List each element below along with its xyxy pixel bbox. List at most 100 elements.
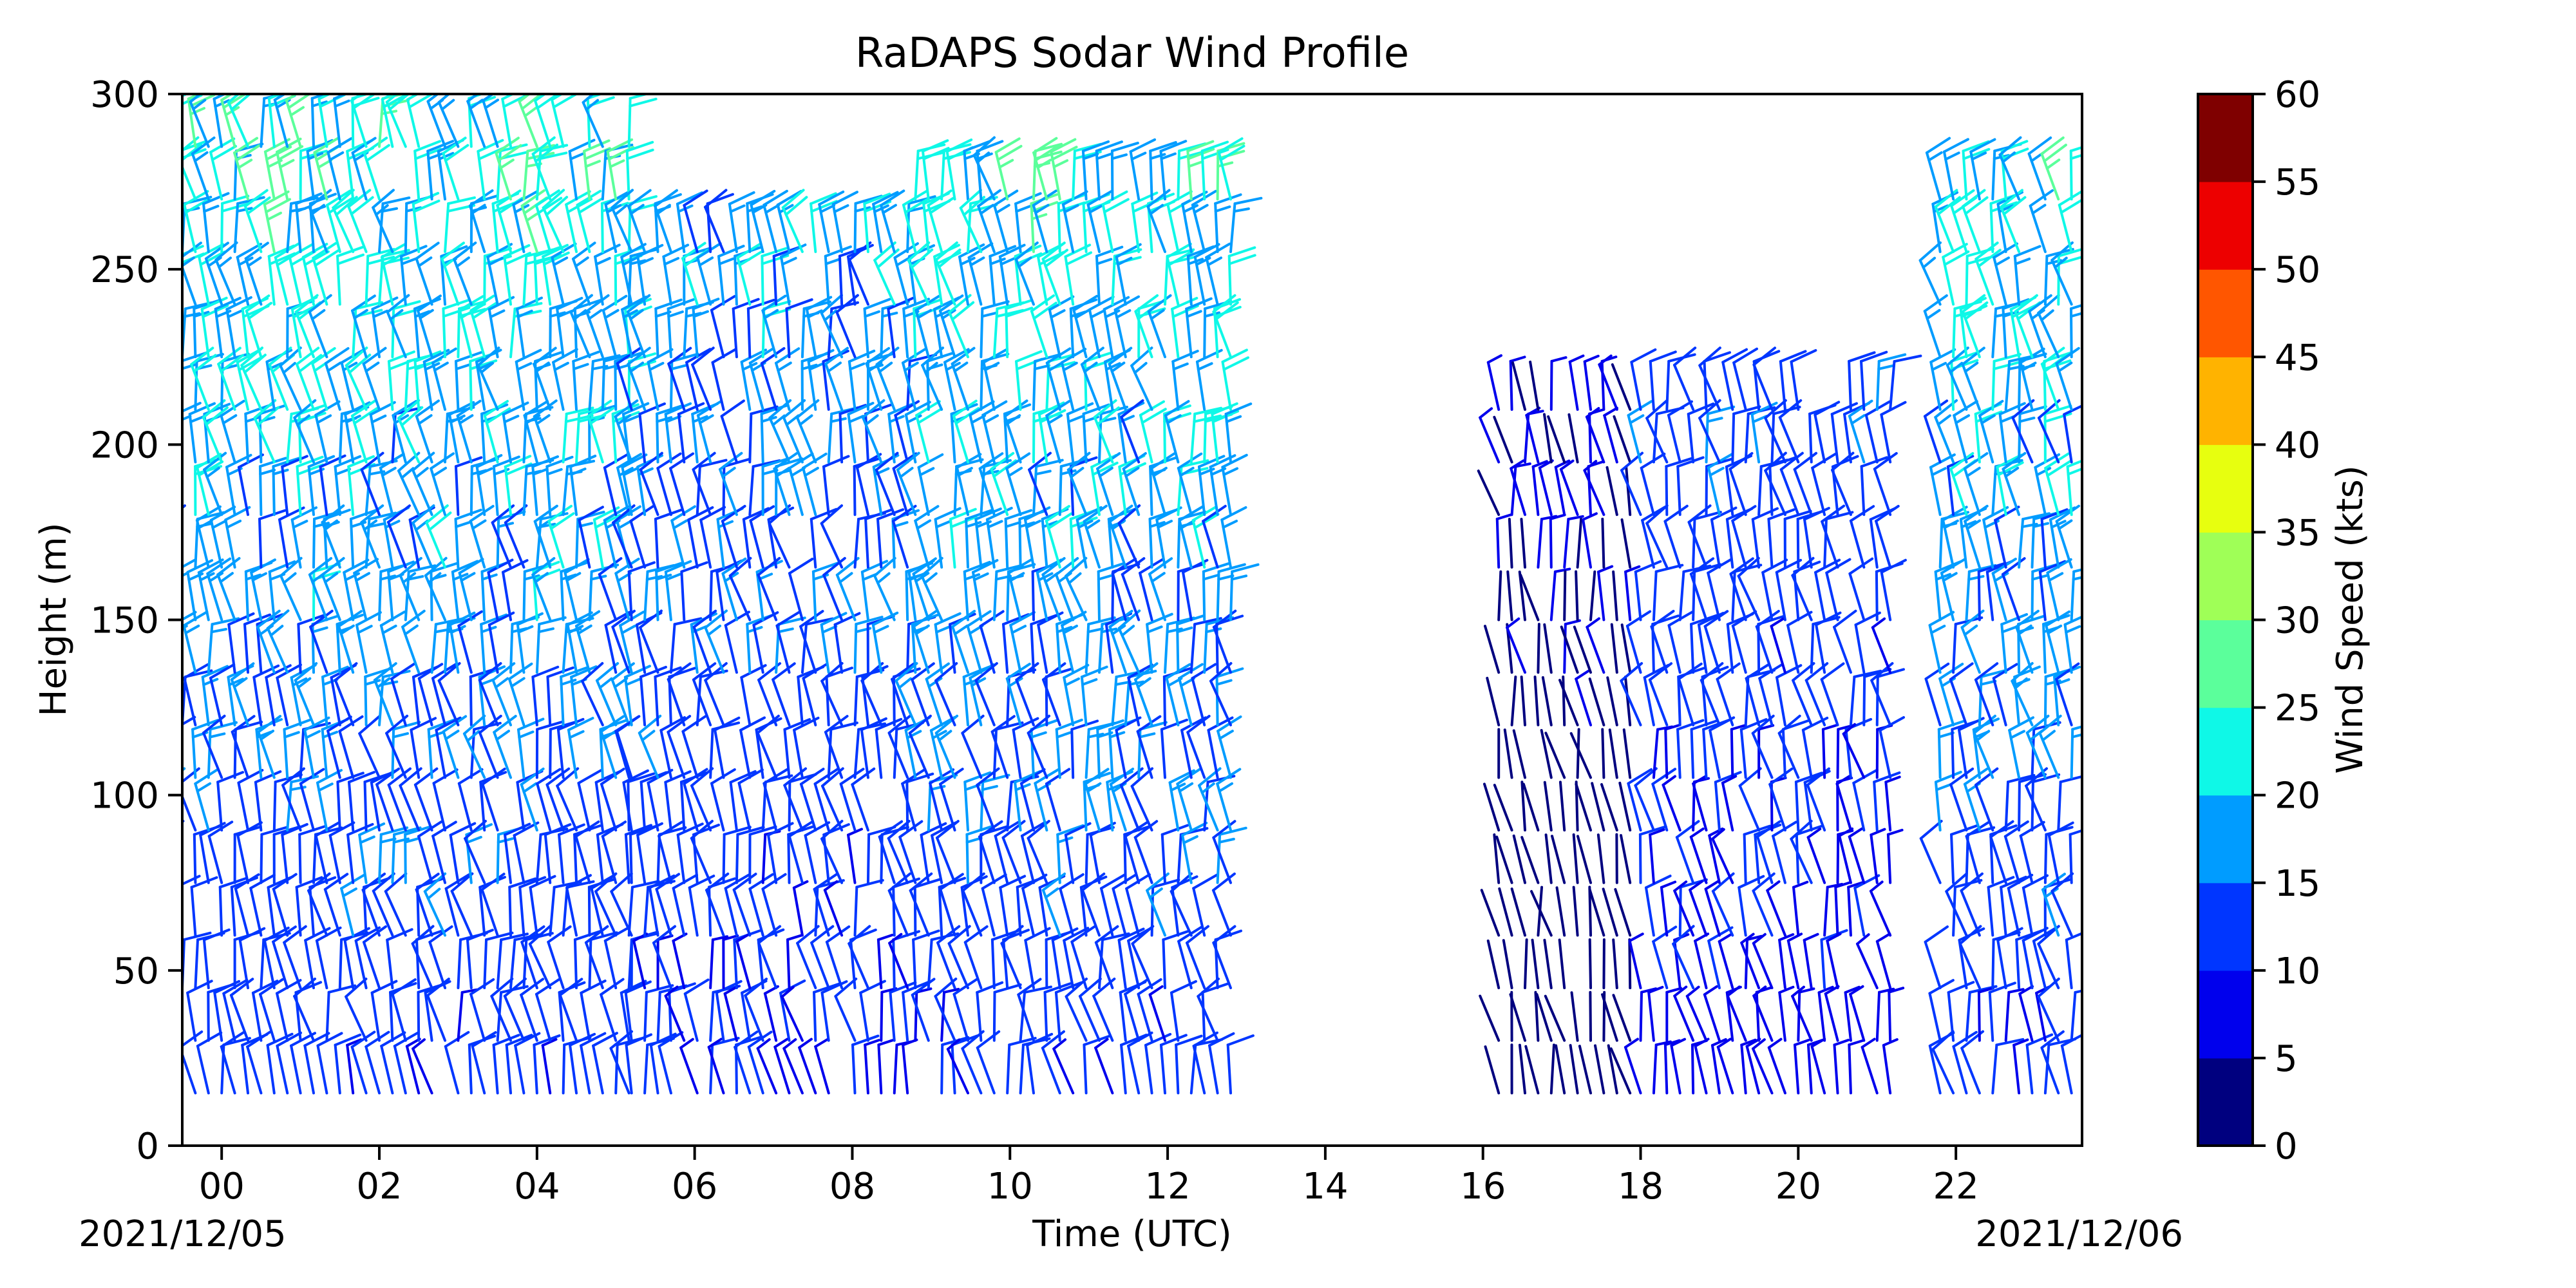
wind-barb-shaft xyxy=(1848,572,1866,621)
wind-barb-feather xyxy=(594,872,618,893)
wind-barb-feather xyxy=(679,1037,694,1049)
wind-barb-feather xyxy=(477,467,493,476)
wind-barb-feather xyxy=(778,204,794,214)
wind-barb-feather xyxy=(630,880,660,889)
wind-barb-shaft xyxy=(762,782,778,832)
wind-barb-feather xyxy=(531,556,556,576)
wind-barb-shaft xyxy=(412,676,421,726)
wind-barb-feather xyxy=(942,987,960,994)
wind-barb-feather xyxy=(949,507,977,521)
wind-barb-feather xyxy=(977,189,1001,208)
wind-barb-feather xyxy=(2028,294,2052,313)
wind-barb-shaft xyxy=(847,833,857,884)
wind-barb-shaft xyxy=(1761,571,1774,621)
wind-barb-feather xyxy=(268,560,296,573)
wind-barb-shaft xyxy=(772,254,778,306)
wind-barb-feather xyxy=(350,94,364,102)
y-tick-label: 0 xyxy=(136,1126,159,1168)
wind-barb-feather xyxy=(1928,979,1955,995)
wind-barb-feather xyxy=(281,823,308,837)
y-tick-label: 200 xyxy=(90,424,159,466)
wind-barb-feather xyxy=(1098,466,1113,478)
x-axis-label: Time (UTC) xyxy=(1032,1213,1232,1255)
wind-barb-feather xyxy=(1109,768,1135,786)
wind-barb-feather xyxy=(1651,768,1677,786)
wind-barb-feather xyxy=(235,144,261,162)
wind-barb-feather xyxy=(447,196,476,205)
wind-barb-feather xyxy=(1706,417,1723,423)
wind-barb-shaft xyxy=(1520,781,1526,832)
wind-barb-shaft xyxy=(1989,835,2007,884)
wind-barb-shaft xyxy=(1665,465,1669,516)
wind-barb-feather xyxy=(1045,505,1070,522)
wind-barb-shaft xyxy=(1127,676,1141,726)
wind-barb-shaft xyxy=(182,772,184,779)
wind-barb-feather xyxy=(520,978,545,996)
wind-barb-shaft xyxy=(1844,728,1852,779)
wind-barb-feather xyxy=(1982,506,2009,522)
wind-barb-shaft xyxy=(1177,833,1182,884)
wind-barb-feather xyxy=(1087,616,1116,626)
wind-barb-feather xyxy=(334,1033,362,1046)
wind-barb-feather xyxy=(827,361,842,373)
wind-barb-feather xyxy=(1083,1034,1111,1046)
wind-barb-feather xyxy=(740,348,768,363)
wind-barb-feather xyxy=(1664,723,1681,731)
wind-barb-shaft xyxy=(616,362,633,411)
wind-barb-feather xyxy=(1886,828,1904,836)
wind-barb-feather xyxy=(921,139,949,153)
wind-barb-feather xyxy=(427,572,442,584)
wind-barb-feather xyxy=(772,414,786,426)
wind-barb-shaft xyxy=(887,837,909,884)
wind-barb-shaft xyxy=(820,837,844,884)
wind-barb-shaft xyxy=(2032,940,2047,990)
wind-barb-shaft xyxy=(1588,677,1605,726)
wind-barb-feather xyxy=(849,362,866,371)
wind-barb-feather xyxy=(298,404,327,415)
wind-barb-shaft xyxy=(1510,887,1526,937)
wind-barb-shaft xyxy=(961,732,983,779)
wind-barb-feather xyxy=(1752,933,1766,945)
wind-barb-feather xyxy=(305,730,321,739)
wind-barb-shaft xyxy=(1026,1044,1035,1095)
colorbar-tick-label: 40 xyxy=(2275,424,2320,466)
wind-barb-feather xyxy=(825,667,853,678)
wind-barb-feather xyxy=(342,361,358,372)
wind-barb-feather xyxy=(1861,1037,1876,1049)
wind-barb-shaft xyxy=(2025,784,2047,832)
wind-barb-shaft xyxy=(1645,417,1669,464)
wind-barb-shaft xyxy=(594,781,604,832)
wind-barb-shaft xyxy=(1576,518,1583,569)
wind-barb-feather xyxy=(351,137,377,155)
wind-barb-shaft xyxy=(1543,623,1553,674)
wind-barb-shaft xyxy=(505,1043,513,1095)
wind-barb-feather xyxy=(1689,827,1705,838)
wind-barb-feather xyxy=(864,414,879,426)
wind-barb-feather xyxy=(347,455,375,468)
wind-barb-shaft xyxy=(1919,837,1942,884)
wind-barb-feather xyxy=(1926,308,1941,320)
wind-barb-feather xyxy=(983,414,999,424)
wind-barb-shaft xyxy=(1853,886,1866,937)
wind-barb-shaft xyxy=(1775,571,1786,621)
wind-barb-shaft xyxy=(385,732,407,779)
wind-barb-shaft xyxy=(1016,886,1022,937)
wind-barb-shaft xyxy=(295,886,302,937)
wind-barb-shaft xyxy=(1479,416,1501,464)
wind-barb-shaft xyxy=(797,676,804,726)
wind-barb-feather xyxy=(854,194,883,205)
wind-barb-feather xyxy=(819,204,836,214)
wind-barb-feather xyxy=(655,873,681,891)
wind-barb-feather xyxy=(664,985,679,998)
wind-barb-feather xyxy=(1208,1032,1235,1047)
wind-barb-feather xyxy=(1737,556,1760,578)
wind-barb-feather xyxy=(291,677,308,687)
wind-barb-shaft xyxy=(578,518,591,569)
wind-barb-shaft xyxy=(796,942,817,990)
wind-barb-shaft xyxy=(1486,939,1501,990)
wind-barb-feather xyxy=(721,557,747,575)
wind-barb-feather xyxy=(417,414,433,425)
wind-barb-shaft xyxy=(1779,468,1800,516)
wind-barb-feather xyxy=(537,627,554,634)
wind-barb-feather xyxy=(236,196,265,205)
